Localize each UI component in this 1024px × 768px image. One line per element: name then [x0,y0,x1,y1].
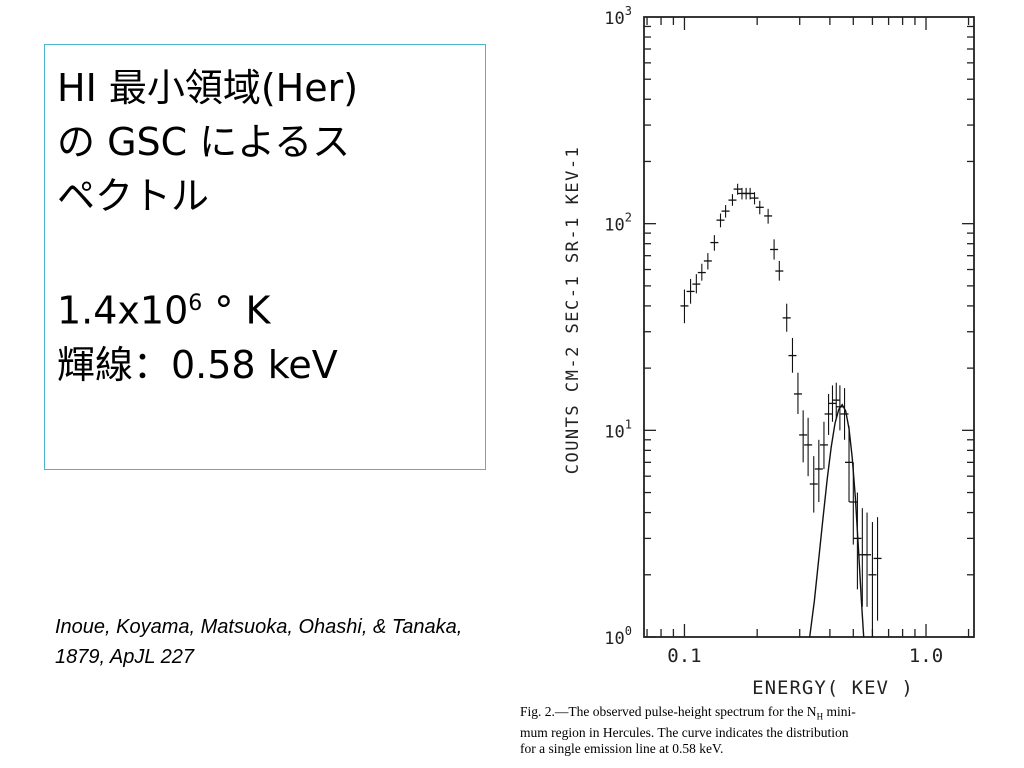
data-point [809,456,818,513]
x-tick-label: 1.0 [909,645,943,667]
caption-line-3: for a single emission line at 0.58 keV. [520,740,724,756]
plot-frame [643,16,975,638]
y-tick-label: 101 [604,417,632,442]
data-point [755,200,764,215]
y-tick-label: 100 [604,624,632,649]
spectrum-chart: 100 101 102 103 0.1 1.0 COUNTS CM-2 SEC-1 SR… [563,4,975,699]
x-tick-label: 0.1 [667,645,701,667]
data-point [716,213,725,228]
data-point [782,303,791,332]
emission-line-curve [809,403,865,638]
axis-ticks [644,17,974,638]
data-point [770,239,779,260]
data-point [873,517,882,621]
data-point [832,382,841,418]
data-point [746,187,755,200]
emission-line-text: 輝線：0.58 keV [57,342,338,387]
data-point [793,372,802,414]
data-point [728,194,737,206]
x-tick-labels: 0.1 1.0 [667,645,943,667]
data-point [799,410,808,463]
data-point [868,522,877,637]
temperature-text: 1.4x106 ° K [57,277,475,338]
temperature-value: 1.4x10 [57,288,189,333]
data-point [788,337,797,373]
y-axis-label: COUNTS CM-2 SEC-1 SR-1 KEV-1 [563,146,583,475]
data-point [824,393,833,435]
x-axis-label: ENERGY( KEV ) [752,677,914,699]
caption-line-2: mum region in Hercules. The curve indica… [520,724,849,740]
data-point [819,421,828,469]
caption-line-1-text: Fig. 2.—The observed pulse-height spectr… [520,704,817,719]
data-point [863,512,872,607]
citation: Inoue, Koyama, Matsuoka, Ohashi, & Tanak… [55,616,463,668]
y-tick-labels: 100 101 102 103 [604,4,632,649]
temperature-unit: ° K [202,288,271,333]
data-point [804,417,813,477]
data-point [692,274,701,294]
y-tick-label: 102 [604,211,632,236]
data-point [680,289,689,324]
title-line-3: ペクトル [57,174,210,218]
caption-line-1-tail: mini- [823,704,856,719]
title-box: HI 最小領域(Her) の GSC によるス ペクトル 1.4x106 ° K… [44,44,486,470]
data-point [686,278,695,304]
data-point [750,192,759,205]
data-marks [680,183,882,637]
figure-caption: Fig. 2.—The observed pulse-height spectr… [520,704,1020,757]
data-point [697,263,706,281]
temperature-exponent: 6 [188,291,203,316]
caption-line-1: Fig. 2.—The observed pulse-height spectr… [520,704,1020,725]
caption-subscript: H [816,711,824,722]
data-point [703,253,712,270]
data-point [764,208,773,224]
data-point [845,425,854,503]
title-line-2: の GSC によるス [57,120,351,164]
data-point [710,235,719,251]
title-line-1: HI 最小領域(Her) [57,66,359,110]
data-point [840,388,849,440]
data-point [814,439,823,503]
data-point [721,205,730,218]
data-point [828,385,837,422]
y-tick-label: 103 [604,4,632,29]
data-point [775,260,784,281]
data-point [733,183,742,195]
